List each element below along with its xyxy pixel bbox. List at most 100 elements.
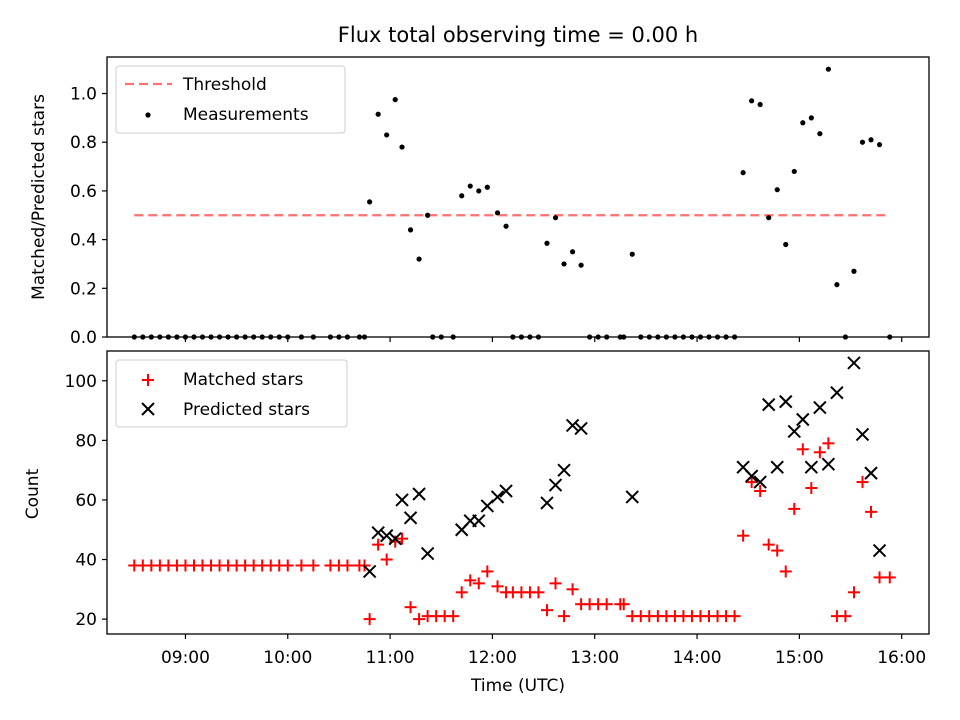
predicted-stars-legend-label: Predicted stars	[183, 400, 310, 420]
matched-star-point	[754, 485, 767, 498]
matched-star-point	[762, 538, 775, 551]
measurement-point	[868, 137, 874, 143]
bottom-legend: Matched stars Predicted stars	[115, 359, 348, 428]
matched-star-point	[481, 565, 494, 578]
matched-star-point	[856, 476, 869, 489]
top-plot-frame	[106, 56, 930, 338]
matched-star-point	[532, 586, 545, 599]
matched-star-point	[779, 565, 792, 578]
measurement-point	[859, 139, 866, 145]
measurement-point	[494, 210, 501, 216]
measurements-legend-label: Measurements	[183, 105, 309, 125]
top-y-tick-label: 0.0	[70, 328, 97, 348]
bottom-legend-box	[115, 359, 348, 428]
matched-star-point	[447, 610, 460, 623]
matched-star-point	[813, 446, 826, 459]
measurement-point	[851, 268, 857, 274]
measurement-point	[484, 184, 490, 190]
predicted-star-point	[420, 546, 435, 561]
predicted-stars-legend-swatch	[141, 402, 155, 416]
x-tick-label: 09:00	[161, 648, 210, 668]
measurement-point	[375, 111, 381, 117]
measurement-point	[629, 251, 635, 257]
matched-star-point	[805, 482, 818, 495]
predicted-star-point	[403, 511, 418, 525]
matched-star-point	[883, 571, 896, 584]
matched-star-point	[549, 577, 562, 590]
predicted-star-point	[753, 475, 767, 489]
predicted-star-point	[813, 400, 827, 415]
matched-star-point	[771, 544, 784, 557]
predicted-star-point	[830, 385, 844, 400]
matched-star-point	[737, 529, 750, 542]
measurement-point	[392, 97, 398, 103]
predicted-star-point	[761, 397, 776, 412]
matched-star-point	[455, 586, 468, 599]
top-y-tick-label: 0.4	[70, 231, 97, 251]
matched-star-point	[558, 610, 571, 623]
measurement-point	[757, 101, 763, 108]
top-y-tick-label: 0.8	[70, 133, 97, 153]
x-tick-label: 13:00	[570, 648, 619, 668]
measurement-point	[407, 227, 414, 233]
measurement-point	[561, 261, 567, 267]
measurement-point	[817, 131, 823, 137]
bottom-y-tick-label: 20	[75, 610, 97, 630]
matched-star-point	[540, 604, 553, 617]
matched-star-point	[617, 598, 630, 611]
bottom-y-ticks: 20 40 60 80 100	[65, 372, 107, 630]
matched-star-point	[363, 613, 376, 626]
matched-star-point	[491, 580, 504, 593]
matched-star-point	[745, 476, 758, 489]
measurement-point	[544, 240, 550, 246]
measurement-point	[399, 144, 405, 150]
bottom-y-tick-label: 100	[65, 372, 97, 392]
measurement-point	[569, 249, 576, 255]
chart-title: Flux total observing time = 0.00 h	[338, 23, 698, 47]
x-axis-label: Time (UTC)	[470, 676, 565, 696]
measurement-point	[459, 193, 465, 199]
predicted-star-point	[499, 484, 513, 498]
x-tick-label: 15:00	[775, 648, 824, 668]
measurement-point	[808, 115, 814, 121]
matched-star-point	[472, 577, 485, 590]
matched-star-point	[847, 586, 860, 599]
predicted-star-point	[388, 531, 402, 546]
top-legend-box	[115, 65, 346, 134]
measurement-point	[503, 223, 509, 229]
top-y-tick-label: 1.0	[70, 85, 97, 105]
predicted-star-point	[379, 528, 394, 543]
predicted-star-point	[821, 457, 836, 471]
measurement-point	[791, 168, 797, 175]
bottom-y-tick-label: 60	[75, 491, 97, 511]
matched-stars-legend-swatch	[142, 374, 154, 386]
matched-stars-points	[128, 437, 896, 626]
measurement-point	[740, 170, 746, 176]
predicted-star-point	[557, 463, 571, 477]
top-y-tick-label: 0.6	[70, 182, 97, 202]
x-tick-label: 14:00	[673, 648, 722, 668]
predicted-star-point	[395, 493, 409, 507]
measurement-point	[578, 262, 584, 268]
predicted-star-point	[847, 356, 861, 370]
predicted-stars-points	[362, 356, 887, 579]
matched-stars-legend-label: Matched stars	[183, 370, 303, 390]
bottom-y-tick-label: 80	[75, 431, 97, 451]
measurement-point	[384, 132, 390, 138]
predicted-star-point	[864, 466, 878, 480]
measurement-point	[800, 120, 806, 126]
measurement-point	[766, 215, 772, 221]
measurement-point	[825, 66, 831, 72]
top-x-ticks	[184, 337, 903, 342]
bottom-x-ticks: 09:00 10:00 11:00 12:00 13:00 14:00 15:00 16:00	[161, 634, 926, 668]
bottom-panel: Count 20 40 60 80 100 09:00 10:00 11:00 12:00 13…	[23, 350, 930, 668]
matched-star-point	[281, 559, 294, 572]
measurements-legend-swatch	[145, 112, 151, 118]
measurement-point	[834, 282, 840, 288]
top-y-axis-label: Matched/Predicted stars	[29, 94, 49, 300]
matched-star-point	[396, 532, 409, 545]
predicted-star-point	[548, 478, 563, 492]
measurement-point	[774, 187, 780, 193]
matched-star-point	[600, 598, 613, 611]
x-tick-label: 11:00	[366, 648, 415, 668]
